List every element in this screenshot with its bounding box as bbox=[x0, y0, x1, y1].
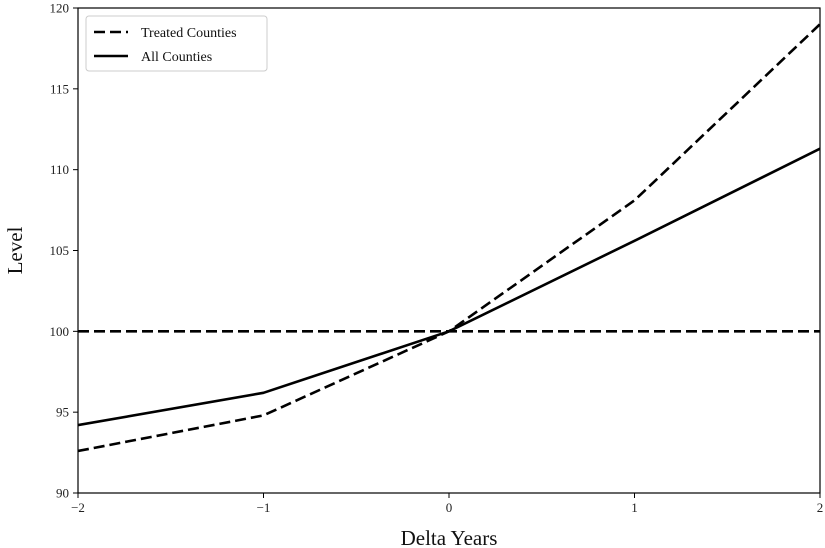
y-tick-label: 100 bbox=[50, 324, 70, 339]
x-tick-label: 1 bbox=[631, 500, 638, 515]
y-axis: 90 95 100 105 110 115 120 bbox=[50, 1, 78, 501]
y-tick-label: 90 bbox=[56, 486, 69, 501]
y-axis-label: Level bbox=[3, 226, 27, 274]
series-line-1 bbox=[78, 23, 820, 453]
y-tick-label: 105 bbox=[50, 243, 70, 258]
plot-frame bbox=[77, 7, 821, 494]
x-axis: −2 −1 0 1 2 bbox=[71, 493, 823, 515]
legend-label-1: Treated Counties bbox=[141, 26, 237, 41]
legend-box bbox=[85, 15, 268, 72]
x-tick-label: 2 bbox=[817, 500, 824, 515]
legend: Treated Counties All Counties bbox=[85, 15, 268, 72]
x-tick-label: −1 bbox=[257, 500, 271, 515]
y-tick-label: 110 bbox=[50, 162, 69, 177]
series-layer bbox=[78, 23, 820, 453]
x-tick-label: 0 bbox=[446, 500, 453, 515]
y-tick-label: 115 bbox=[50, 81, 69, 96]
series-line-2 bbox=[78, 147, 820, 427]
legend-label-2: All Counties bbox=[141, 50, 212, 65]
x-axis-label: Delta Years bbox=[401, 526, 498, 548]
y-tick-label: 120 bbox=[50, 1, 70, 16]
x-tick-label: −2 bbox=[71, 500, 85, 515]
y-tick-label: 95 bbox=[56, 405, 69, 420]
